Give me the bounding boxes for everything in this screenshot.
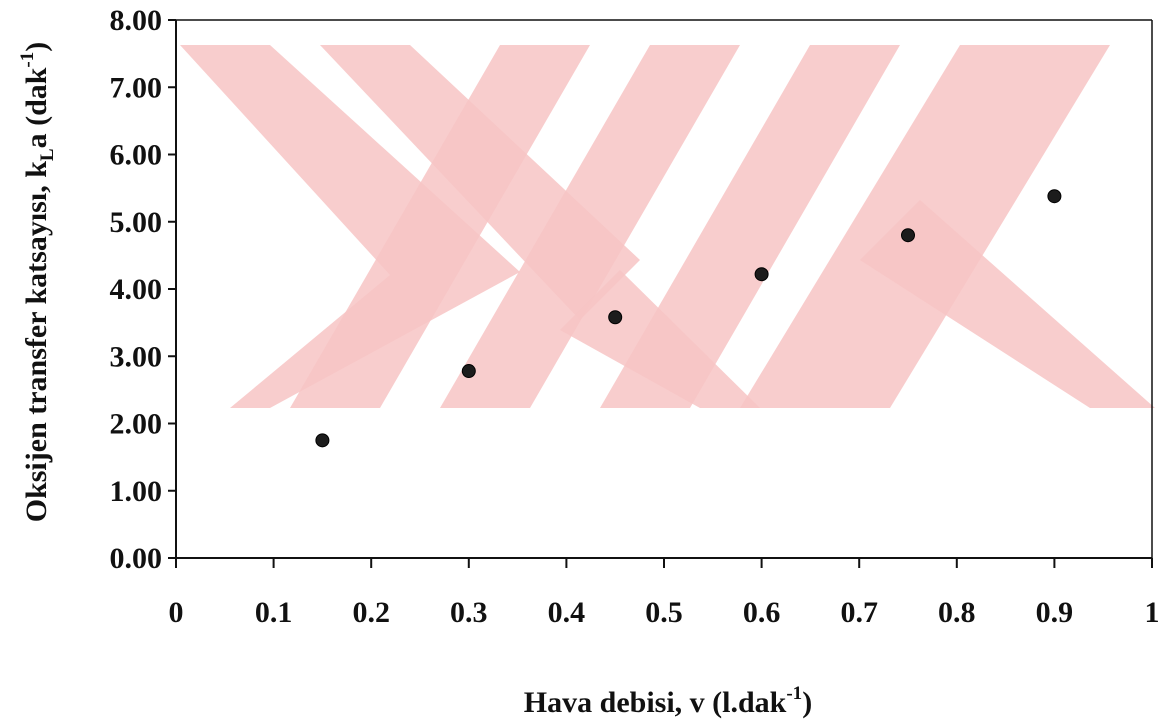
x-tick-label: 0.4	[548, 596, 586, 629]
x-tick-label: 0.8	[938, 596, 976, 629]
x-tick-label: 1	[1145, 596, 1160, 629]
y-axis-ticks: 0.00 1.00 2.00 3.00 4.00 5.00 6.00 7.00 8.00	[110, 4, 176, 575]
y-tick-label: 8.00	[110, 4, 163, 37]
x-tick-label: 0.9	[1036, 596, 1074, 629]
watermark-logo	[180, 45, 1155, 408]
y-tick-label: 0.00	[110, 542, 163, 575]
data-point	[1047, 189, 1062, 204]
data-point	[461, 364, 476, 379]
y-tick-label: 4.00	[110, 273, 163, 306]
data-point	[901, 228, 915, 243]
x-tick-label: 0.5	[645, 596, 683, 629]
watermark-shape	[600, 45, 900, 408]
y-tick-label: 6.00	[110, 139, 163, 172]
y-tick-label: 1.00	[110, 475, 163, 508]
watermark-shape	[860, 200, 1155, 408]
watermark-shape	[560, 270, 760, 408]
x-tick-label: 0.3	[450, 596, 488, 629]
y-tick-label: 7.00	[110, 71, 163, 104]
x-tick-label: 0.7	[840, 596, 878, 629]
watermark-shape	[180, 45, 520, 408]
x-tick-label: 0	[169, 596, 184, 629]
x-tick-label: 0.2	[352, 596, 390, 629]
x-axis-title: Hava debisi, v (l.dak-1)	[524, 683, 812, 719]
y-axis-title: Oksijen transfer katsayısı, kLa (dak-1)	[17, 42, 58, 523]
y-tick-label: 3.00	[110, 340, 163, 373]
y-tick-label: 5.00	[110, 206, 163, 239]
watermark-shape	[290, 45, 590, 408]
data-point	[315, 433, 330, 448]
x-tick-label: 0.1	[255, 596, 293, 629]
data-point	[754, 267, 769, 282]
x-axis-ticks: 0 0.1 0.2 0.3 0.4 0.5 0.6 0.7 0.8 0.9 1	[169, 558, 1160, 629]
data-points	[315, 189, 1062, 448]
y-tick-label: 2.00	[110, 408, 163, 441]
x-tick-label: 0.6	[743, 596, 781, 629]
data-point	[608, 310, 623, 325]
watermark-shape	[440, 45, 740, 408]
